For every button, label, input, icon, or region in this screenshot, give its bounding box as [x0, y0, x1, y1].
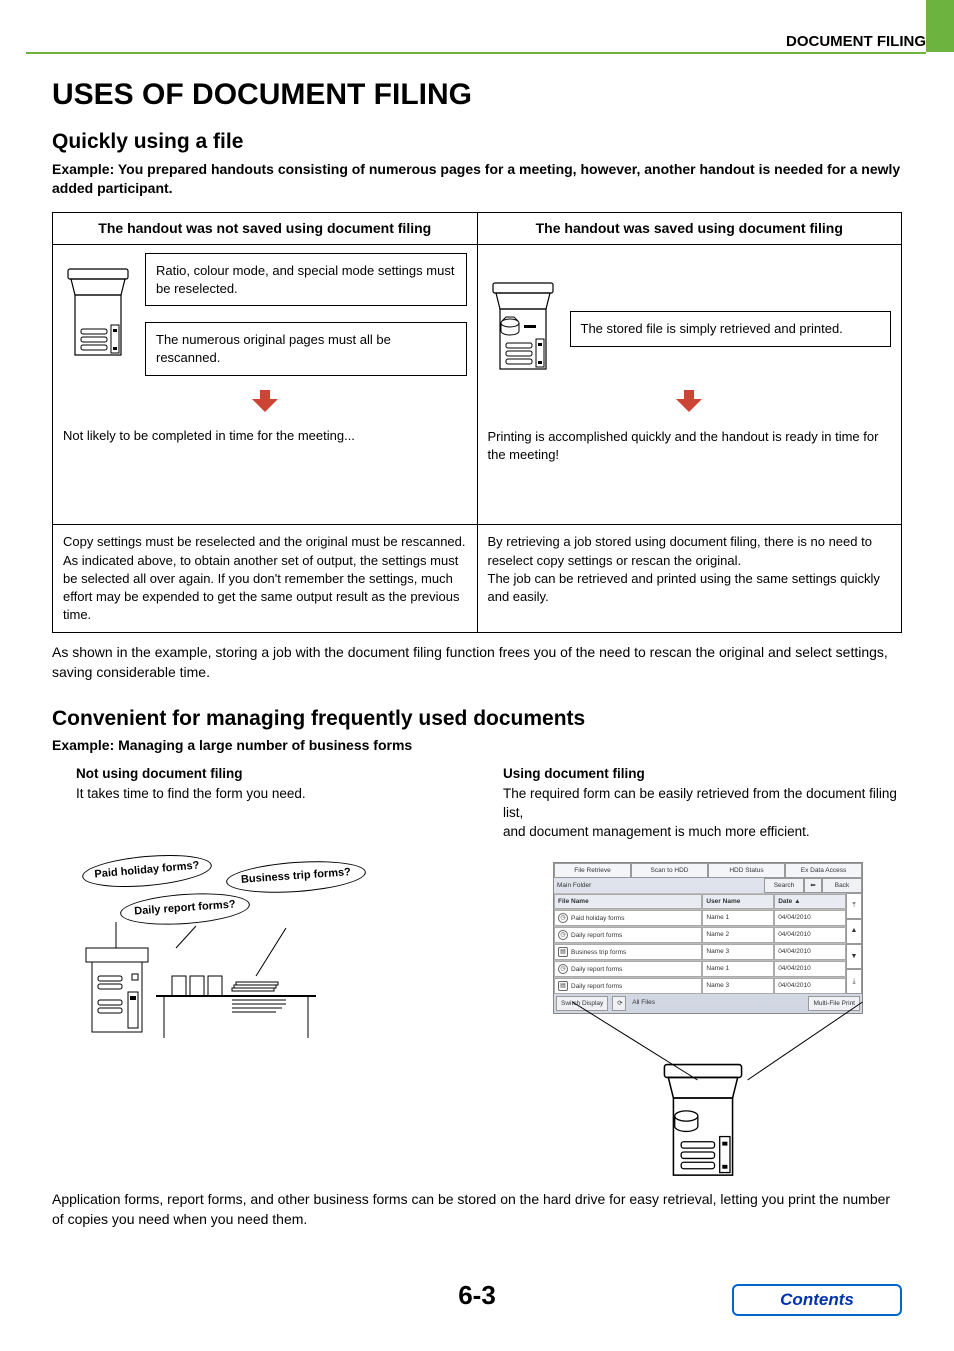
contents-button[interactable]: Contents: [732, 1284, 902, 1316]
switch-display-btn: Switch Display: [556, 996, 608, 1011]
scrollbar: ⤒ ▲ ▼ ⤓: [846, 893, 862, 994]
back-btn: Back: [822, 878, 862, 893]
printer-with-hdd-icon: [488, 281, 558, 376]
list-item: ▤Business trip forms Name 3 04/04/2010: [554, 943, 846, 960]
col1-header: The handout was not saved using document…: [53, 212, 478, 245]
not-using-title: Not using document filing: [76, 765, 475, 784]
desk-scene-icon: [76, 918, 376, 1058]
scroll-down-icon: ▼: [846, 944, 862, 969]
list-item: ◷Daily report forms Name 1 04/04/2010: [554, 960, 846, 977]
col1-bottom-text: Copy settings must be reselected and the…: [53, 525, 478, 633]
convenient-columns: Not using document filing It takes time …: [52, 765, 902, 1173]
bubble-business-trip: Business trip forms?: [225, 857, 367, 897]
refresh-icon: ⟳: [612, 996, 626, 1011]
doc-icon: ▤: [558, 981, 568, 991]
down-arrow-icon: [488, 390, 892, 417]
using-body1: The required form can be easily retrieve…: [503, 785, 902, 823]
col2-mid-text: Printing is accomplished quickly and the…: [488, 428, 892, 464]
not-using-body: It takes time to find the form you need.: [76, 785, 475, 804]
col2-note1: The stored file is simply retrieved and …: [570, 311, 892, 347]
scroll-top-icon: ⤒: [846, 893, 862, 918]
not-using-illustration: Paid holiday forms? Business trip forms?…: [76, 828, 475, 1058]
col-file-name: File Name: [554, 894, 702, 909]
page-content: USES OF DOCUMENT FILING Quickly using a …: [52, 78, 902, 1229]
comparison-table: The handout was not saved using document…: [52, 212, 902, 634]
printer-with-hdd-icon: [658, 1062, 748, 1172]
clock-icon: ◷: [558, 964, 568, 974]
convenient-bottom-text: Application forms, report forms, and oth…: [52, 1190, 902, 1229]
folder-label: Main Folder: [554, 878, 764, 893]
quickly-after-text: As shown in the example, storing a job w…: [52, 643, 902, 682]
header-section-label: DOCUMENT FILING: [26, 33, 926, 54]
col2-illustration-cell: The stored file is simply retrieved and …: [477, 245, 902, 525]
section-color-tab: [926, 0, 954, 52]
col2-header: The handout was saved using document fil…: [477, 212, 902, 245]
col1-note2: The numerous original pages must all be …: [145, 322, 467, 375]
back-arrow-icon: ⬅: [804, 878, 822, 893]
printer-icon: [63, 267, 133, 362]
header-rule: [26, 52, 926, 54]
all-files-label: All Files: [630, 996, 804, 1011]
multi-file-print-btn: Multi-File Print: [808, 996, 860, 1011]
convenient-example: Example: Managing a large number of busi…: [52, 737, 902, 753]
using-illustration: File Retrieve Scan to HDD HDD Status Ex …: [503, 862, 902, 1172]
col1-mid-text: Not likely to be completed in time for t…: [63, 427, 467, 445]
not-using-column: Not using document filing It takes time …: [52, 765, 475, 1173]
quickly-example: Example: You prepared handouts consistin…: [52, 160, 902, 198]
clock-icon: ◷: [558, 930, 568, 940]
list-item: ◷Daily report forms Name 2 04/04/2010: [554, 926, 846, 943]
bubble-paid-holiday: Paid holiday forms?: [81, 851, 213, 892]
convenient-heading: Convenient for managing frequently used …: [52, 707, 902, 731]
clock-icon: ◷: [558, 913, 568, 923]
file-list-screen: File Retrieve Scan to HDD HDD Status Ex …: [553, 862, 863, 1014]
col2-bottom-text: By retrieving a job stored using documen…: [477, 525, 902, 633]
screen-tab: File Retrieve: [554, 863, 631, 878]
down-arrow-icon: [63, 390, 467, 417]
scroll-bottom-icon: ⤓: [846, 969, 862, 994]
col1-note1: Ratio, colour mode, and special mode set…: [145, 253, 467, 306]
screen-tab: HDD Status: [708, 863, 785, 878]
using-column: Using document filing The required form …: [503, 765, 902, 1173]
col-date: Date ▲: [774, 894, 846, 909]
using-body2: and document management is much more eff…: [503, 823, 902, 842]
scroll-up-icon: ▲: [846, 919, 862, 944]
screen-tab: Scan to HDD: [631, 863, 708, 878]
list-item: ▤Daily report forms Name 3 04/04/2010: [554, 977, 846, 994]
col-user-name: User Name: [702, 894, 774, 909]
quickly-heading: Quickly using a file: [52, 130, 902, 154]
col1-illustration-cell: Ratio, colour mode, and special mode set…: [53, 245, 478, 525]
page-title: USES OF DOCUMENT FILING: [52, 78, 902, 112]
using-title: Using document filing: [503, 765, 902, 784]
screen-tab: Ex Data Access: [785, 863, 862, 878]
search-btn: Search: [764, 878, 804, 893]
list-item: ◷Paid holiday forms Name 1 04/04/2010: [554, 909, 846, 926]
doc-icon: ▤: [558, 947, 568, 957]
